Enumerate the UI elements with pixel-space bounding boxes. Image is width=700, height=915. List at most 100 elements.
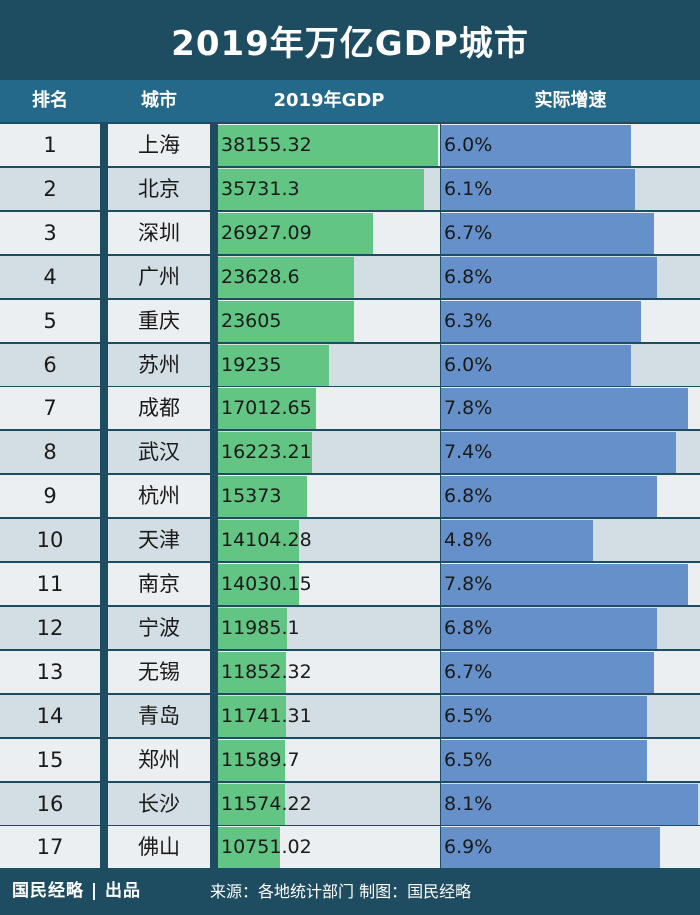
city-cell: 上海 xyxy=(138,133,180,157)
city-cell: 青岛 xyxy=(138,703,180,728)
growth-label: 6.0% xyxy=(444,353,493,376)
gdp-label: 11852.32 xyxy=(221,660,312,683)
cell-background xyxy=(0,167,100,210)
cell-background xyxy=(0,124,100,166)
cell-background xyxy=(0,606,100,649)
growth-bar xyxy=(441,125,632,166)
cell-background xyxy=(0,343,100,386)
table-row: 10 天津 14104.28 4.8% xyxy=(0,519,700,562)
cell-background xyxy=(108,255,210,298)
cell-background xyxy=(108,343,210,386)
rank-cell: 17 xyxy=(36,835,64,860)
gdp-label: 11985.1 xyxy=(221,616,300,639)
cell-background xyxy=(108,826,210,869)
gdp-bar xyxy=(218,520,300,562)
table-row: 15 郑州 11589.7 6.5% xyxy=(0,738,700,781)
table-header: 排名 城市 2019年GDP 实际增速 xyxy=(0,80,700,122)
city-cell: 杭州 xyxy=(138,484,180,509)
rank-cell: 9 xyxy=(43,484,57,509)
gdp-bar xyxy=(218,476,307,518)
gdp-label: 11589.7 xyxy=(221,748,300,771)
growth-bar xyxy=(441,564,689,605)
growth-bar xyxy=(441,256,657,298)
gdp-label: 38155.32 xyxy=(221,134,312,156)
table-row: 1 上海 38155.32 6.0% xyxy=(0,124,700,166)
rank-cell: 14 xyxy=(36,703,64,728)
cell-background xyxy=(108,167,210,210)
city-cell: 佛山 xyxy=(138,835,180,860)
header-growth: 实际增速 xyxy=(534,90,607,111)
rank-cell: 1 xyxy=(43,133,57,157)
growth-label: 6.5% xyxy=(444,748,493,771)
table-row: 16 长沙 11574.22 8.1% xyxy=(0,782,700,825)
gdp-bar xyxy=(218,168,425,210)
gdp-label: 23605 xyxy=(221,309,282,332)
growth-bar xyxy=(441,344,632,386)
growth-label: 6.8% xyxy=(444,265,493,288)
growth-bar xyxy=(441,651,654,693)
rank-cell: 15 xyxy=(36,747,64,772)
rank-cell: 12 xyxy=(36,615,64,640)
rank-cell: 6 xyxy=(43,352,57,377)
rank-cell: 16 xyxy=(36,791,64,816)
city-cell: 无锡 xyxy=(138,659,180,684)
footer-source: 来源：各地统计部门 制图：国民经略 xyxy=(210,882,472,901)
header-rank: 排名 xyxy=(32,90,68,111)
rank-cell: 10 xyxy=(36,528,64,553)
cell-background xyxy=(108,475,210,518)
gdp-bar xyxy=(218,783,285,825)
gdp-label: 23628.6 xyxy=(221,265,300,288)
rank-cell: 2 xyxy=(43,176,57,201)
cell-background xyxy=(108,694,210,737)
city-cell: 长沙 xyxy=(138,791,180,816)
gdp-bar xyxy=(218,739,285,781)
cell-background xyxy=(0,519,100,562)
gdp-label: 26927.09 xyxy=(221,221,312,244)
cell-background xyxy=(108,650,210,693)
growth-bar xyxy=(441,168,635,210)
cell-background xyxy=(108,519,210,562)
gdp-label: 10751.02 xyxy=(221,836,312,859)
gdp-label: 15373 xyxy=(221,485,282,508)
city-cell: 宁波 xyxy=(138,615,180,640)
gdp-bar xyxy=(218,651,287,693)
cell-background xyxy=(0,211,100,254)
cell-background xyxy=(0,431,100,474)
rank-cell: 4 xyxy=(43,264,57,289)
city-cell: 成都 xyxy=(138,396,180,421)
rank-cell: 5 xyxy=(43,308,57,333)
table-row: 13 无锡 11852.32 6.7% xyxy=(0,650,700,693)
growth-label: 7.8% xyxy=(444,397,493,420)
growth-label: 7.8% xyxy=(444,573,493,595)
growth-bar xyxy=(441,432,676,474)
cell-background xyxy=(0,650,100,693)
gdp-bar xyxy=(218,432,312,474)
growth-label: 6.7% xyxy=(444,660,493,683)
growth-label: 6.7% xyxy=(444,221,493,244)
city-cell: 苏州 xyxy=(138,352,180,377)
growth-label: 6.9% xyxy=(444,836,493,859)
table-row: 3 深圳 26927.09 6.7% xyxy=(0,211,700,254)
gdp-bar xyxy=(218,300,355,342)
cell-background xyxy=(108,124,210,166)
city-cell: 广州 xyxy=(138,264,180,289)
growth-label: 6.3% xyxy=(444,309,493,332)
table-row: 4 广州 23628.6 6.8% xyxy=(0,255,700,298)
gdp-bar xyxy=(218,388,317,430)
city-cell: 武汉 xyxy=(138,440,180,465)
gdp-label: 16223.21 xyxy=(221,441,312,464)
gdp-bar xyxy=(218,695,286,737)
gdp-label: 35731.3 xyxy=(221,177,300,200)
cell-background xyxy=(108,431,210,474)
table-row: 14 青岛 11741.31 6.5% xyxy=(0,694,700,737)
growth-bar xyxy=(441,739,648,781)
cell-background xyxy=(0,563,100,605)
cell-background xyxy=(0,782,100,825)
rank-cell: 8 xyxy=(43,440,57,465)
gdp-label: 14104.28 xyxy=(221,529,312,552)
growth-label: 6.1% xyxy=(444,177,493,200)
table-row: 8 武汉 16223.21 7.4% xyxy=(0,431,700,474)
growth-bar xyxy=(441,695,648,737)
growth-label: 4.8% xyxy=(444,529,493,552)
growth-label: 8.1% xyxy=(444,792,493,815)
